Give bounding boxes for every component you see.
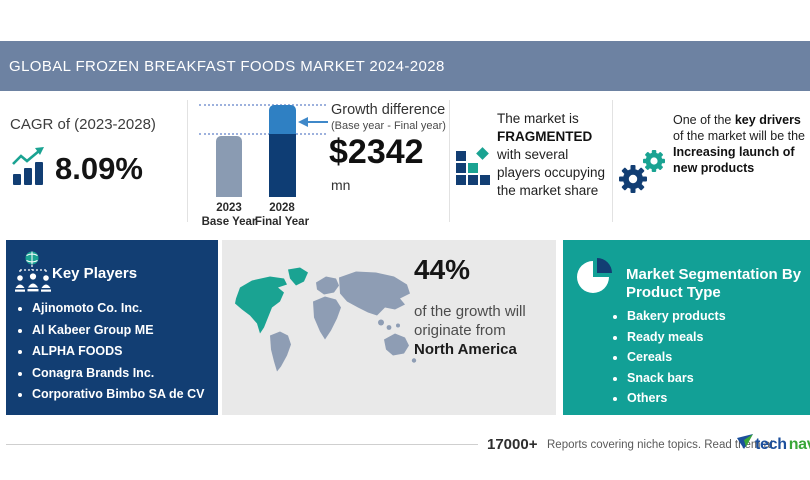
list-item: Snack bars [627,371,726,385]
driver-line: of the market will be the [673,129,806,143]
segmentation-title-line: Product Type [626,284,721,301]
divider [612,100,613,222]
fragmented-line: The market is [497,111,579,126]
segmentation-title-line: Market Segmentation By [626,266,802,283]
fragmented-blocks-icon [454,146,494,191]
driver-line-bold: Increasing launch of [673,145,795,159]
arrow-left-icon [298,117,308,127]
driver-text-bold: key drivers [734,113,801,127]
growth-difference-unit: mn [331,177,351,193]
fragmented-line: with several [497,147,569,162]
bar-year: 2023 [216,202,242,214]
list-item: Others [627,392,726,405]
list-item: Ajinomoto Co. Inc. [32,302,204,315]
bar-year: 2028 [269,202,295,214]
report-count: 17000+ [487,436,538,453]
region-line: of the growth will [414,303,526,320]
growth-difference-title: Growth difference [331,102,446,118]
list-item: ALPHA FOODS [32,345,204,358]
growth-difference-value: $2342 [329,133,424,171]
page-title: GLOBAL FROZEN BREAKFAST FOODS MARKET 202… [9,57,445,75]
bar-base-year [216,136,242,197]
list-item: Ready meals [627,330,726,344]
list-item: Al Kabeer Group ME [32,323,204,337]
technavio-logo-icon [736,434,753,455]
cagr-label: CAGR of (2023-2028) [10,116,156,133]
key-players-list: Ajinomoto Co. Inc. Al Kabeer Group ME AL… [12,302,204,410]
reference-line [199,133,326,135]
key-players-title: Key Players [52,265,138,282]
list-item: Conagra Brands Inc. [32,366,204,380]
list-item: Cereals [627,351,726,364]
cagr-value: 8.09% [55,151,143,186]
fragmented-text: The market is FRAGMENTED with several pl… [497,110,605,200]
divider [187,100,188,222]
driver-line: One of the key drivers [673,112,805,128]
bar-base-segment [269,134,296,197]
region-line: originate from [414,322,506,339]
region-text: of the growth will originate from North … [414,302,526,359]
bar-final-year [269,105,296,197]
growth-difference-subtitle: (Base year - Final year) [331,120,446,132]
arrow-line [307,121,328,123]
bar-label-2023: 2023 Base Year [196,201,262,229]
footer-divider [6,444,478,445]
fragmented-highlight: FRAGMENTED [497,129,593,144]
segmentation-list: Bakery products Ready meals Cereals Snac… [607,310,726,413]
fragmented-line: the market share [497,183,599,198]
bar-sublabel: Base Year [201,216,257,228]
growth-bars-arrow-icon [11,147,49,190]
list-item: Corporativo Bimbo SA de CV [32,388,204,401]
brand-text-tech: tech [755,435,787,453]
pie-chart-icon [577,256,615,301]
bar-label-2028: 2028 Final Year [249,201,315,229]
driver-text-normal: One of the [673,113,735,127]
gears-icon [617,145,669,202]
fragmented-line: players occupying [497,165,606,180]
driver-line-bold: new products [673,161,755,175]
header-bar: GLOBAL FROZEN BREAKFAST FOODS MARKET 202… [0,41,810,91]
region-panel: 44% of the growth will originate from No… [222,240,556,415]
technavio-logo[interactable]: technavio [736,434,810,455]
reference-line [199,104,326,106]
segmentation-panel: Market Segmentation By Product Type Bake… [563,240,810,415]
region-share-value: 44% [414,254,471,285]
segmentation-title: Market Segmentation By Product Type [626,266,801,302]
key-driver-text: One of the key drivers of the market wil… [673,112,805,176]
bar-sublabel: Final Year [254,216,310,228]
footer-text: Reports covering niche topics. Read them… [547,439,774,451]
key-players-panel: Key Players Ajinomoto Co. Inc. Al Kabeer… [6,240,218,415]
world-map [230,264,420,387]
key-players-icon [14,250,54,301]
brand-text-navio: navio [788,435,810,453]
region-name: North America [414,341,517,358]
divider [449,100,450,222]
bar-growth-segment [269,105,296,134]
list-item: Bakery products [627,310,726,323]
